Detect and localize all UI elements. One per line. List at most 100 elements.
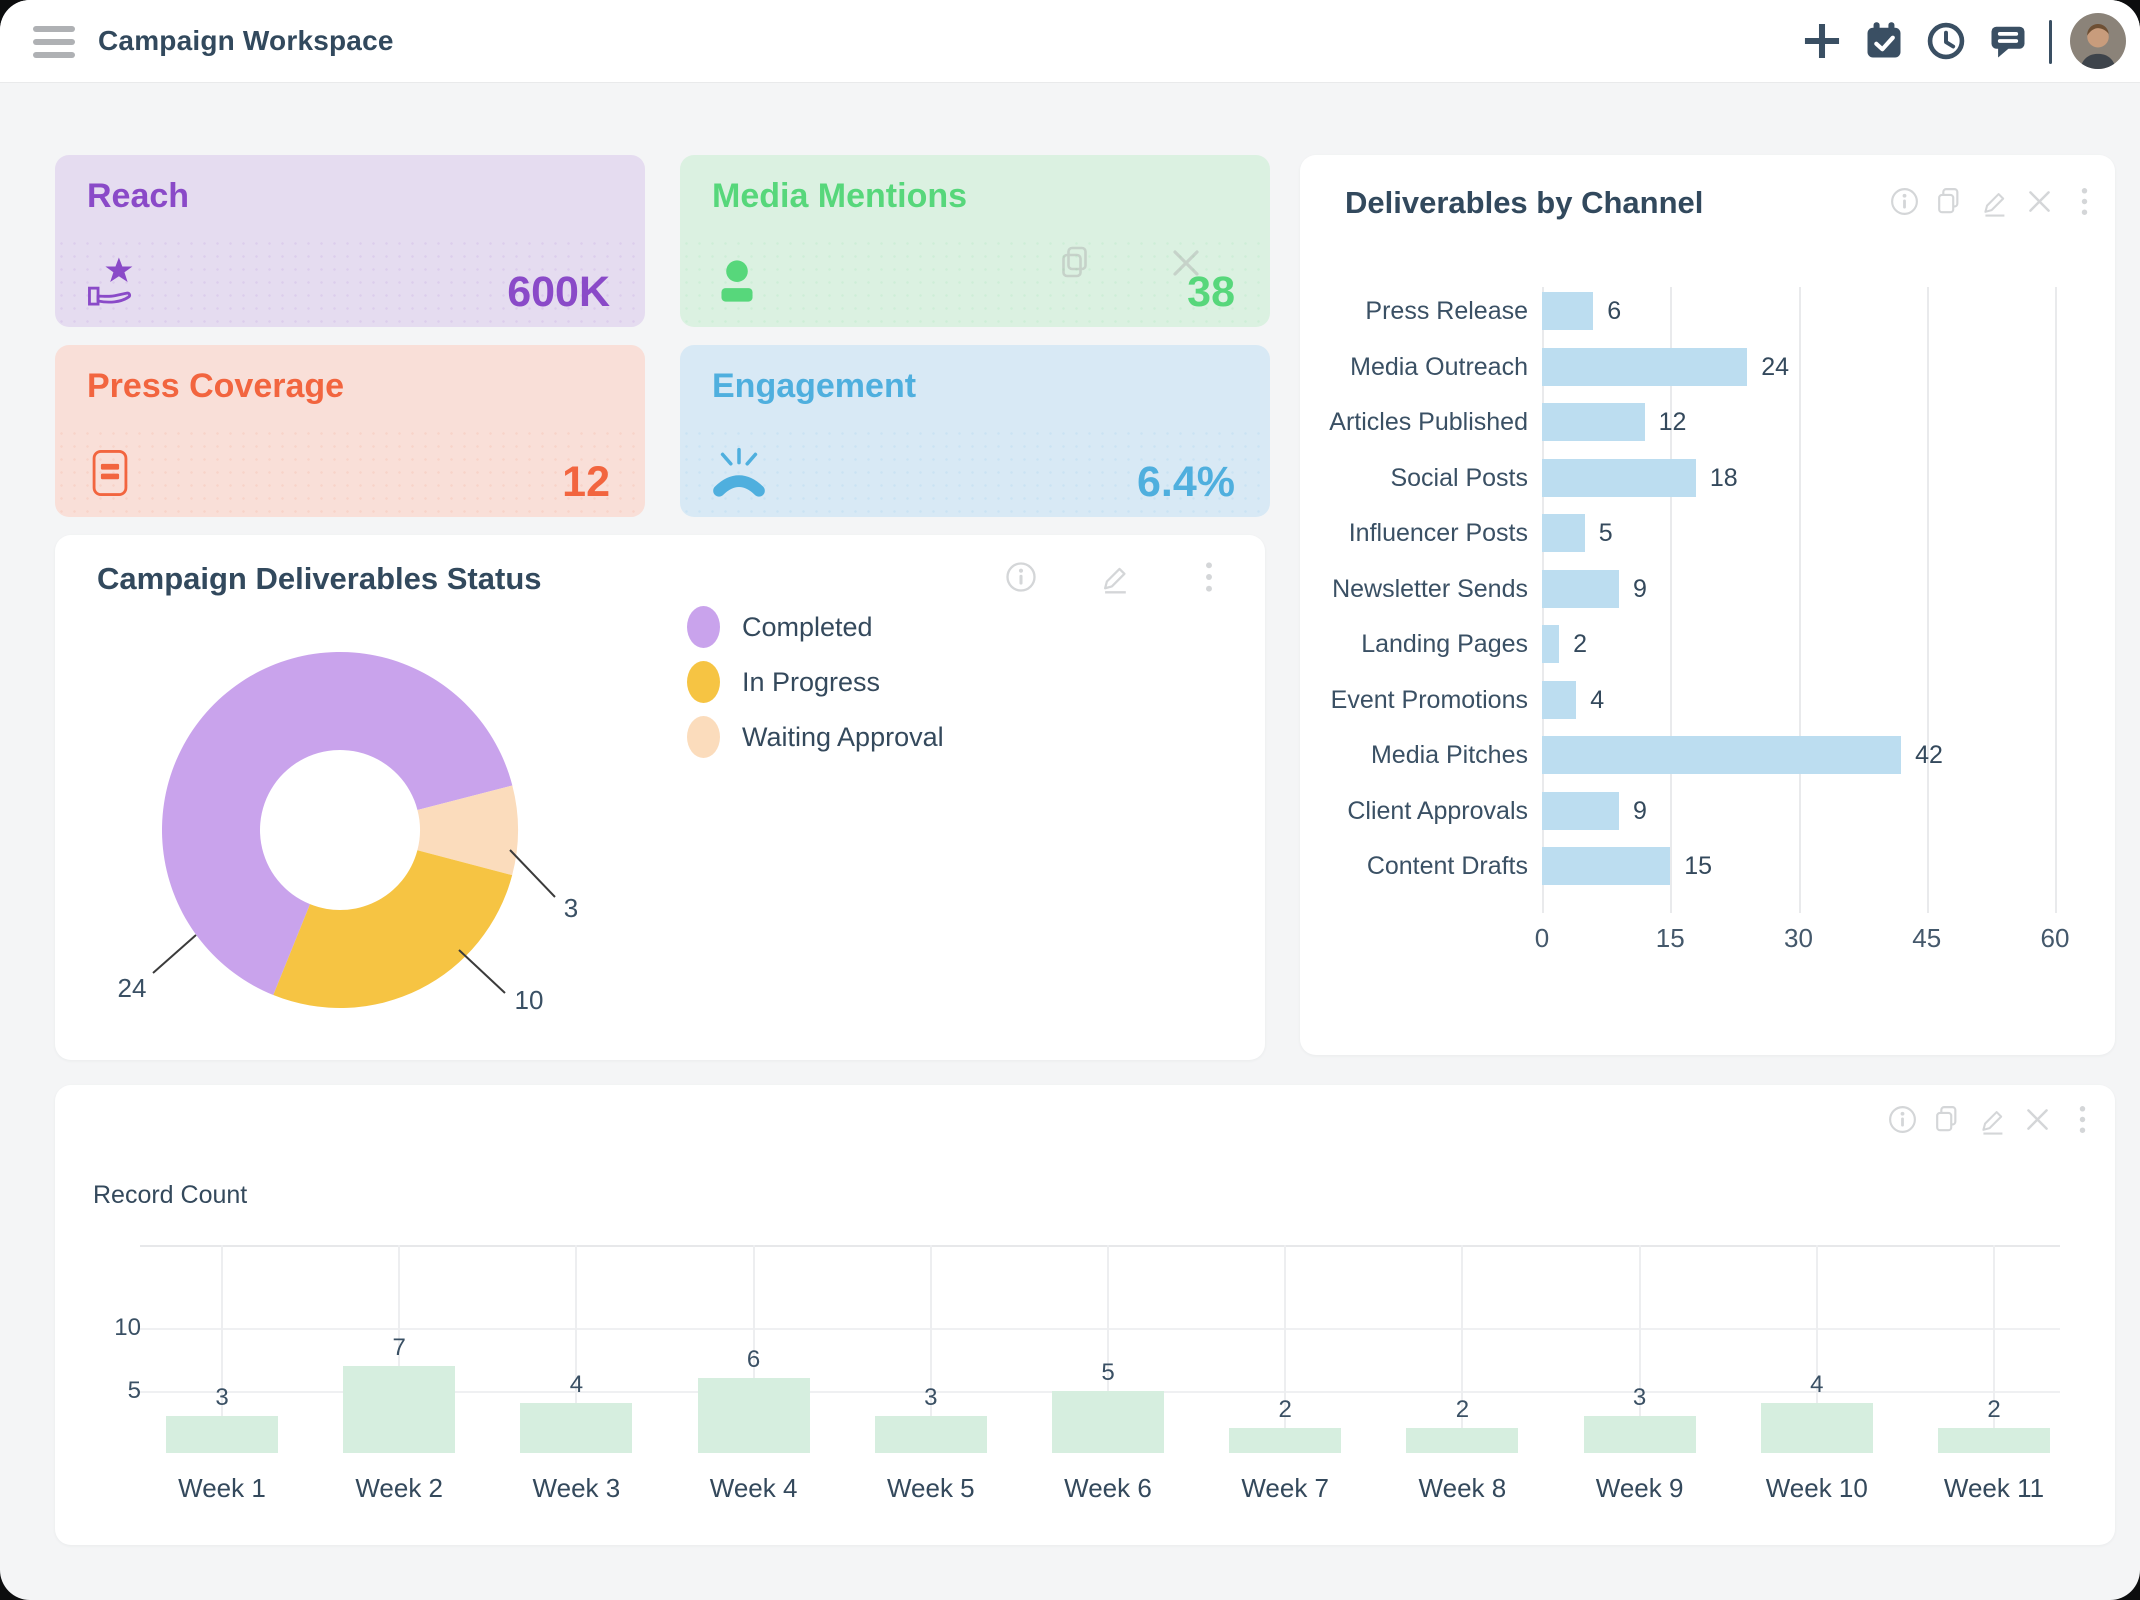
legend-item-in-progress[interactable]: In Progress xyxy=(687,660,880,704)
gridline xyxy=(2055,287,2057,913)
hand-star-icon xyxy=(85,255,143,309)
gridline xyxy=(140,1328,2060,1330)
bar-media-pitches[interactable] xyxy=(1542,736,1901,774)
bar-client-approvals[interactable] xyxy=(1542,792,1619,830)
bar-press-release[interactable] xyxy=(1542,292,1593,330)
bar-week-1[interactable] xyxy=(166,1416,278,1454)
copy-icon[interactable] xyxy=(1933,185,1966,218)
bar-week-10[interactable] xyxy=(1761,1403,1873,1453)
y-tick-label: 10 xyxy=(85,1314,141,1342)
x-tick-label: 60 xyxy=(2025,923,2085,954)
campaign-deliverables-status-panel: Campaign Deliverables Status 24310 Compl… xyxy=(55,535,1265,1060)
bar-value-label: 2 xyxy=(1573,628,1587,660)
copy-icon xyxy=(1056,243,1096,283)
kpi-card-press-coverage[interactable]: Press Coverage 12 xyxy=(55,345,645,517)
category-label: Press Release xyxy=(1300,295,1528,327)
gridline xyxy=(1927,287,1929,913)
bar-social-posts[interactable] xyxy=(1542,459,1696,497)
bar-week-4[interactable] xyxy=(698,1378,810,1453)
bar-week-11[interactable] xyxy=(1938,1428,2050,1453)
donut-chart xyxy=(55,535,1265,1060)
bar-value-label: 12 xyxy=(1659,406,1687,438)
edit-icon[interactable] xyxy=(1976,1103,2009,1136)
kpi-value: 6.4% xyxy=(1137,461,1235,504)
record-count-panel: Record Count 1053Week 17Week 24Week 36We… xyxy=(55,1085,2115,1545)
bar-value-label: 3 xyxy=(166,1384,278,1412)
close-icon[interactable] xyxy=(2021,1103,2054,1136)
kebab-menu-icon[interactable] xyxy=(2068,185,2101,218)
x-tick-label: 0 xyxy=(1512,923,1572,954)
bar-influencer-posts[interactable] xyxy=(1542,514,1585,552)
bar-value-label: 18 xyxy=(1710,462,1738,494)
category-label: Week 2 xyxy=(319,1473,479,1504)
bar-landing-pages[interactable] xyxy=(1542,625,1559,663)
y-tick-label: 5 xyxy=(85,1377,141,1405)
kpi-card-engagement[interactable]: Engagement 6.4% xyxy=(680,345,1270,517)
bar-articles-published[interactable] xyxy=(1542,403,1645,441)
bar-week-3[interactable] xyxy=(520,1403,632,1453)
app-header: Campaign Workspace xyxy=(0,0,2140,83)
user-avatar[interactable] xyxy=(2070,13,2126,69)
header-divider xyxy=(2049,20,2052,64)
legend-swatch xyxy=(687,716,720,758)
bar-week-9[interactable] xyxy=(1584,1416,1696,1454)
plus-icon[interactable] xyxy=(1800,19,1844,63)
category-label: Newsletter Sends xyxy=(1300,573,1528,605)
bar-value-label: 5 xyxy=(1599,517,1613,549)
phone-ring-icon xyxy=(710,445,768,499)
donut-slice-in-progress[interactable] xyxy=(273,850,512,1008)
bar-value-label: 42 xyxy=(1915,739,1943,771)
y-axis-label: Record Count xyxy=(93,1181,247,1210)
bar-content-drafts[interactable] xyxy=(1542,847,1670,885)
legend-item-completed[interactable]: Completed xyxy=(687,605,873,649)
bar-value-label: 4 xyxy=(1590,684,1604,716)
panel-title: Deliverables by Channel xyxy=(1345,185,1703,221)
category-label: Media Outreach xyxy=(1300,351,1528,383)
close-icon[interactable] xyxy=(2023,185,2056,218)
legend-label: Completed xyxy=(742,612,873,643)
kpi-card-media-mentions[interactable]: Media Mentions 38 xyxy=(680,155,1270,327)
copy-icon[interactable] xyxy=(1931,1103,1964,1136)
legend-swatch xyxy=(687,661,720,703)
calendar-check-icon[interactable] xyxy=(1862,19,1906,63)
kpi-card-reach[interactable]: Reach 600K xyxy=(55,155,645,327)
bar-media-outreach[interactable] xyxy=(1542,348,1747,386)
bar-value-label: 7 xyxy=(343,1334,455,1362)
bar-value-label: 5 xyxy=(1052,1359,1164,1387)
category-label: Articles Published xyxy=(1300,406,1528,438)
info-icon[interactable] xyxy=(1888,185,1921,218)
donut-label-leader-line xyxy=(153,935,196,973)
category-label: Client Approvals xyxy=(1300,795,1528,827)
donut-value-label: 24 xyxy=(110,973,154,1004)
chat-icon[interactable] xyxy=(1986,19,2030,63)
page-title: Campaign Workspace xyxy=(98,25,394,57)
kebab-menu-icon[interactable] xyxy=(2066,1103,2099,1136)
bar-newsletter-sends[interactable] xyxy=(1542,570,1619,608)
legend-label: In Progress xyxy=(742,667,880,698)
bar-value-label: 3 xyxy=(1584,1384,1696,1412)
bar-value-label: 2 xyxy=(1406,1396,1518,1424)
donut-value-label: 10 xyxy=(507,985,551,1016)
bar-week-8[interactable] xyxy=(1406,1428,1518,1453)
bar-week-2[interactable] xyxy=(343,1366,455,1454)
hamburger-menu-icon[interactable] xyxy=(33,26,75,58)
bar-value-label: 4 xyxy=(1761,1371,1873,1399)
kpi-label: Engagement xyxy=(712,367,916,406)
bar-week-7[interactable] xyxy=(1229,1428,1341,1453)
deliverables-by-channel-panel: Deliverables by Channel 015304560Pr xyxy=(1300,155,2115,1055)
person-icon xyxy=(710,255,764,309)
category-label: Week 6 xyxy=(1028,1473,1188,1504)
x-tick-label: 15 xyxy=(1640,923,1700,954)
edit-icon[interactable] xyxy=(1978,185,2011,218)
category-label: Week 4 xyxy=(674,1473,834,1504)
category-label: Week 5 xyxy=(851,1473,1011,1504)
info-icon[interactable] xyxy=(1886,1103,1919,1136)
clock-icon[interactable] xyxy=(1924,19,1968,63)
bar-week-5[interactable] xyxy=(875,1416,987,1454)
donut-value-label: 3 xyxy=(549,893,593,924)
bar-value-label: 2 xyxy=(1229,1396,1341,1424)
bar-week-6[interactable] xyxy=(1052,1391,1164,1454)
legend-item-waiting-approval[interactable]: Waiting Approval xyxy=(687,715,944,759)
bar-value-label: 2 xyxy=(1938,1396,2050,1424)
bar-event-promotions[interactable] xyxy=(1542,681,1576,719)
